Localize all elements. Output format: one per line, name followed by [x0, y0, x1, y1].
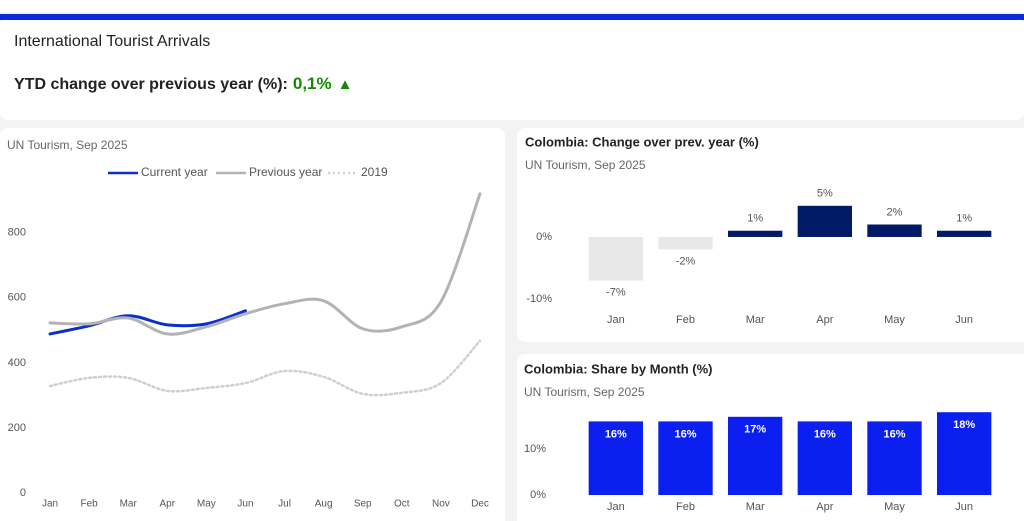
y-tick-label: 0 [20, 487, 26, 499]
kpi-indicator: ▲ [338, 76, 353, 93]
x-tick-label: Feb [676, 314, 695, 326]
top-strip [0, 0, 1024, 12]
data-label: 2% [887, 206, 903, 218]
data-label: -7% [606, 286, 626, 298]
x-tick-label: May [884, 314, 905, 326]
bar [727, 230, 783, 237]
data-label: 5% [817, 188, 833, 200]
bar [867, 421, 922, 495]
bar [658, 421, 713, 495]
x-tick-label: Mar [746, 314, 765, 326]
kpi-value: 0,1% [293, 74, 332, 93]
x-tick-label: Sep [354, 499, 372, 510]
x-tick-label: Feb [676, 501, 695, 513]
bar [588, 236, 644, 281]
legend-label: 2019 [361, 165, 388, 179]
bar [658, 236, 713, 250]
data-label: 1% [747, 213, 763, 225]
chart-subtitle: UN Tourism, Sep 2025 [525, 158, 646, 172]
x-tick-label: Jul [278, 499, 291, 510]
x-tick-label: May [884, 501, 905, 513]
x-tick-label: Mar [120, 499, 138, 510]
bar [936, 230, 992, 237]
header-accent-bar [0, 14, 1024, 20]
bar [797, 421, 853, 495]
x-tick-label: May [197, 499, 216, 510]
y-tick-label: 0% [536, 231, 552, 243]
x-tick-label: Feb [80, 499, 98, 510]
y-tick-label: 0% [530, 489, 546, 501]
bar [727, 416, 783, 495]
x-tick-label: Dec [471, 499, 489, 510]
bar [867, 224, 922, 237]
chart-title: Colombia: Share by Month (%) [524, 361, 713, 376]
chart-subtitle: UN Tourism, Sep 2025 [7, 138, 128, 152]
data-label: 17% [744, 424, 766, 436]
line-series [48, 192, 482, 336]
panel-line [0, 128, 505, 521]
data-label: 16% [814, 428, 836, 440]
line-series [48, 309, 247, 336]
legend-label: Current year [141, 165, 208, 179]
data-label: 16% [883, 428, 905, 440]
data-label: 1% [956, 213, 972, 225]
chart-title: Colombia: Change over prev. year (%) [525, 134, 759, 149]
legend-label: Previous year [249, 165, 322, 179]
bar [588, 421, 644, 495]
data-label: -2% [676, 255, 696, 267]
data-label: 16% [674, 428, 696, 440]
header-title: International Tourist Arrivals [14, 33, 210, 50]
x-tick-label: Apr [816, 314, 833, 326]
x-tick-label: Jan [42, 499, 58, 510]
y-tick-label: 400 [8, 357, 26, 369]
x-tick-label: Apr [816, 501, 833, 513]
x-tick-label: Jun [237, 499, 253, 510]
kpi-label: YTD change over previous year (%): [14, 76, 288, 93]
x-tick-label: Jan [607, 314, 625, 326]
x-tick-label: Mar [746, 501, 765, 513]
x-tick-label: Nov [432, 499, 450, 510]
bar [936, 412, 992, 495]
y-tick-label: 800 [8, 227, 26, 239]
y-tick-label: 600 [8, 292, 26, 304]
kpi: YTD change over previous year (%): 0,1% ▲ [14, 74, 352, 93]
x-tick-label: Jun [955, 501, 973, 513]
x-tick-label: Apr [159, 499, 175, 510]
y-tick-label: 10% [524, 443, 546, 455]
x-tick-label: Jan [607, 501, 625, 513]
y-tick-label: -10% [526, 293, 552, 305]
data-label: 18% [953, 419, 975, 431]
x-tick-label: Jun [955, 314, 973, 326]
y-tick-label: 200 [8, 422, 26, 434]
chart-subtitle: UN Tourism, Sep 2025 [524, 385, 645, 399]
data-label: 16% [605, 428, 627, 440]
header-panel [0, 14, 1024, 120]
bar [797, 205, 853, 237]
line-series [48, 339, 482, 397]
x-tick-label: Aug [315, 499, 333, 510]
x-tick-label: Oct [394, 499, 410, 510]
